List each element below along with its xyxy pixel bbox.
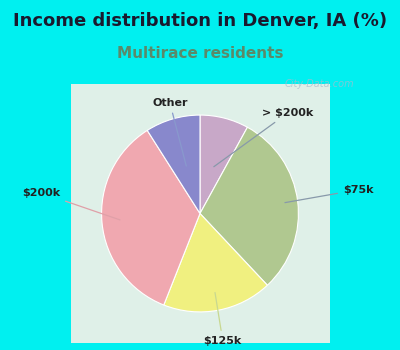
FancyBboxPatch shape: [0, 37, 400, 350]
Text: Multirace residents: Multirace residents: [117, 46, 283, 61]
Wedge shape: [200, 127, 298, 285]
Text: Income distribution in Denver, IA (%): Income distribution in Denver, IA (%): [13, 12, 387, 30]
Text: Other: Other: [152, 98, 188, 166]
Text: $200k: $200k: [22, 188, 120, 220]
Text: $125k: $125k: [204, 293, 242, 346]
Wedge shape: [147, 115, 200, 214]
Wedge shape: [200, 115, 248, 214]
Wedge shape: [102, 131, 200, 305]
Text: > $200k: > $200k: [214, 108, 314, 167]
Text: $75k: $75k: [285, 185, 374, 203]
Text: City-Data.com: City-Data.com: [284, 79, 354, 89]
Wedge shape: [164, 214, 267, 312]
